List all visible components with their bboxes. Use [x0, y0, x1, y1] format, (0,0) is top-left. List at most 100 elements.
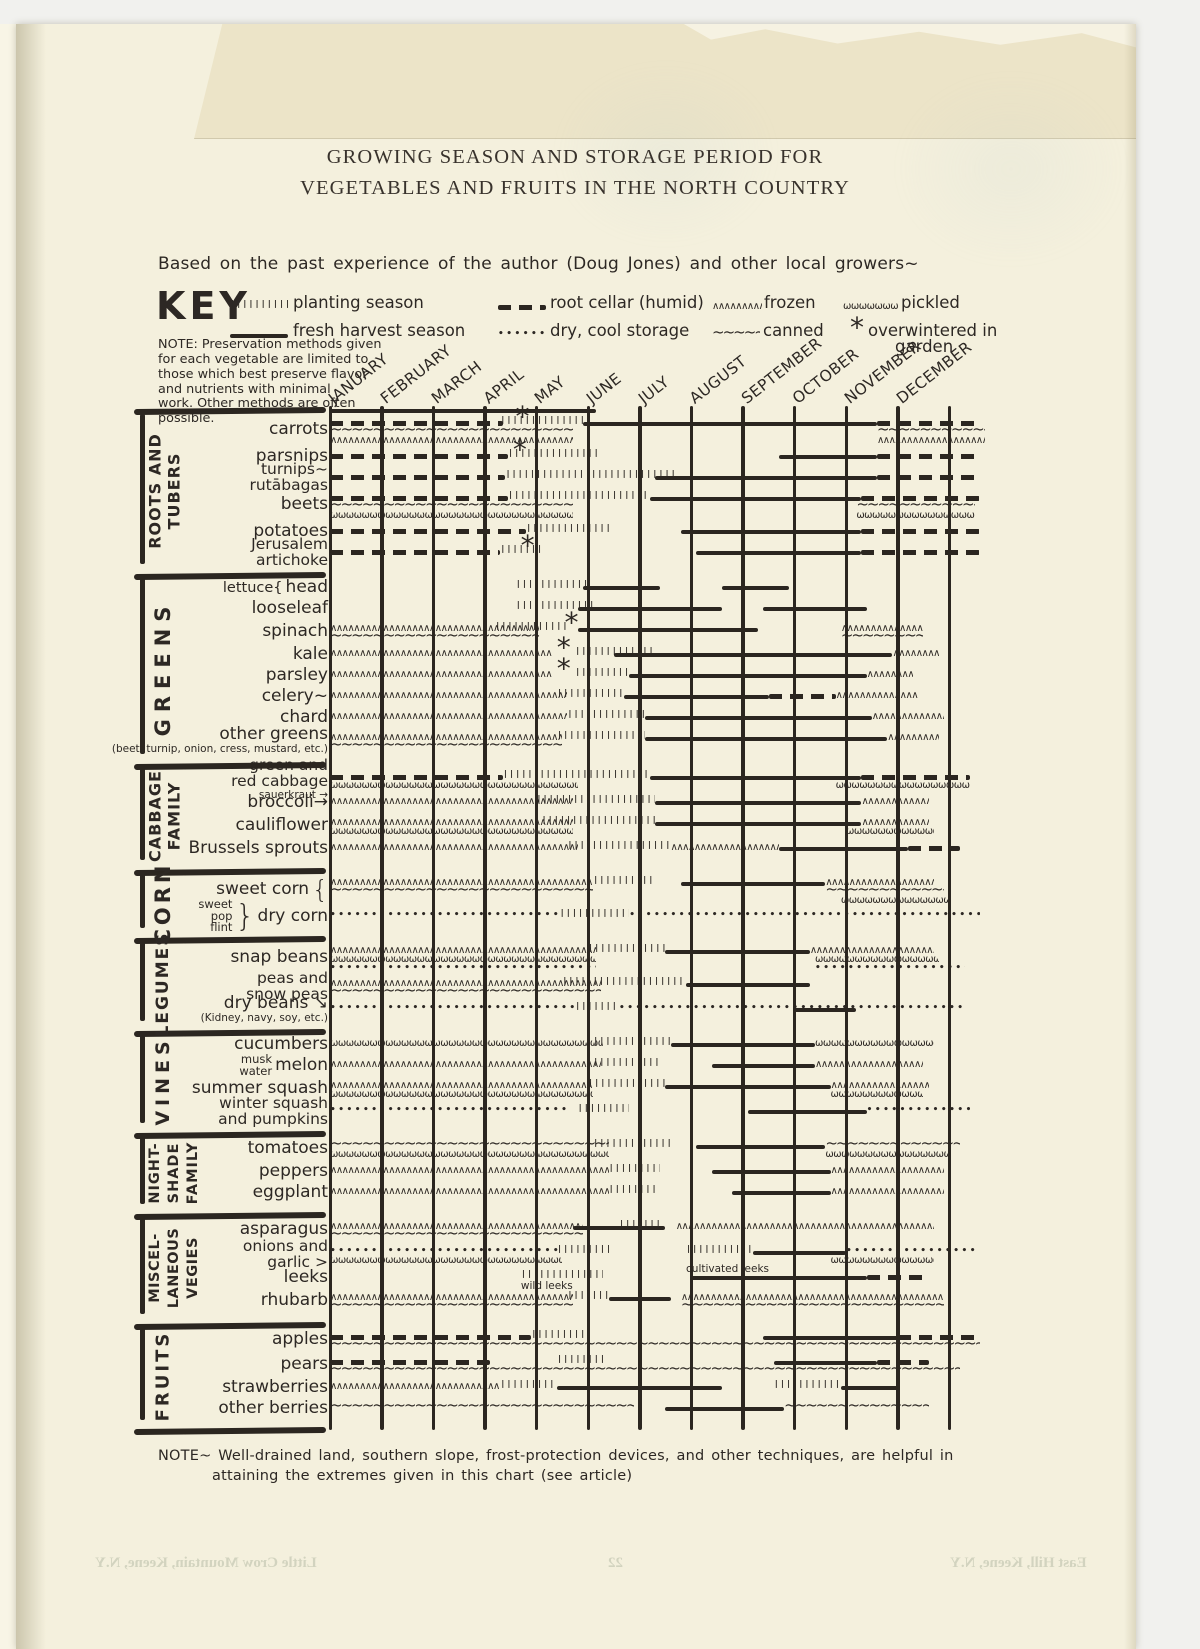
seg-canned: ~~~~~~~~~~~~~~~~~~~~~~~~~ — [856, 500, 975, 509]
seg-frozen: ∧∧∧∧∧∧∧∧∧∧∧∧∧∧∧∧∧∧∧∧∧∧∧∧∧∧∧∧∧∧∧∧∧∧∧∧∧∧∧∧… — [330, 1081, 593, 1090]
row-label-rhubarb: rhubarb — [40, 1288, 328, 1313]
row-label-text: parsnips — [256, 447, 328, 465]
row-label-beets: beets — [40, 488, 328, 521]
month-label-july: JULY — [634, 372, 673, 408]
row-label-line2: artichoke — [255, 550, 328, 569]
seg-planting-season: |||||||||||||||||||||||||||||||||||||| — [567, 841, 671, 849]
row-label-line2: garlic > — [267, 1252, 328, 1271]
legend-label-line2: garden — [895, 337, 954, 356]
row-label-jerusalem: Jerusalem artichoke — [40, 536, 328, 567]
month-gridline — [534, 406, 539, 1430]
row-label-stack: musk water — [239, 1053, 272, 1077]
seg-fresh-harvest-season — [644, 716, 872, 720]
seg-dry-cool-storage: •••••••••••••••••••••••• — [846, 1248, 975, 1255]
row-label-line2: snow peas — [246, 984, 328, 1003]
seg-canned: ~~~~~~~~~~~~~~~~~~~~~~~~~~~~~~~~~~~~~~~~… — [330, 1364, 960, 1373]
row-label-line1: other berries — [218, 1397, 328, 1418]
seg-canned: ~~~~~~~~~~~~~~~~~~~~~~~~~ — [825, 885, 945, 894]
row-label-text: chard — [279, 706, 328, 727]
row-label-line1: rhubarb — [260, 1289, 328, 1310]
month-gridline — [792, 406, 797, 1430]
row-label-text: beets — [281, 495, 328, 513]
row-label-cauliflower: cauliflower — [40, 813, 328, 838]
seg-planting-season: ||||||||||||||||||||||||||||| — [588, 1079, 666, 1087]
row-label-text: peas and snow peas — [246, 970, 328, 1003]
seg-pickled: ωωωωωωωωωωωωωωωωωωωωωω — [825, 1150, 950, 1159]
seg-fresh-harvest-season — [778, 455, 877, 459]
section-divider — [133, 1426, 327, 1436]
seg-fresh-harvest-season — [577, 607, 723, 611]
row-label-text: other greens (beet, turnip, onion, cress,… — [112, 725, 328, 754]
row-label-eggplant: eggplant — [40, 1182, 328, 1203]
seg-frozen: ∧∧∧∧∧∧∧∧∧∧∧∧∧∧∧∧∧∧∧∧∧∧∧∧∧∧∧∧∧∧∧∧∧∧∧∧∧∧∧∧ — [330, 1382, 501, 1391]
row-label-text: carrots — [269, 420, 328, 438]
seg-pickled: ωωωωωωωωωωωωωωωωωωωωωωωωωωωωωωωωωωωωωωωω… — [330, 781, 578, 790]
row-label-sweet-corn: sweet corn{ — [40, 873, 328, 906]
seg-fresh-harvest-season — [773, 1361, 877, 1365]
bottom-note-line1: NOTE~ Well-drained land, southern slope,… — [158, 1448, 954, 1464]
preservation-note-line: for each vegetable are limited to — [158, 351, 369, 367]
seg-planting-season: ||||||||||||||||||| — [608, 1185, 656, 1193]
seg-pickled: ωωωωωωωωωωωωωωωωωωω — [830, 1256, 934, 1265]
seg-canned: ~~~~~~~~~~~~~~~~~~~~~~~~~~~~~~~~~~~~~~~~… — [680, 1300, 945, 1309]
preservation-note-line: NOTE: Preservation methods given — [158, 337, 382, 352]
seg-dry-cool-storage: ••••••••••••••••••••••••••••••••••••••••… — [330, 1005, 575, 1012]
row-label-line1: turnips~ — [260, 459, 328, 478]
row-label-line2: red cabbage — [231, 772, 328, 790]
seg-fresh-harvest-season — [655, 476, 877, 480]
seg-frozen: ∧∧∧∧∧∧∧∧∧∧∧∧∧∧∧∧∧∧∧∧ — [840, 624, 924, 633]
seg-frozen: ∧∧∧∧∧∧∧∧∧∧∧∧∧∧∧∧∧∧∧∧∧∧∧∧∧∧ — [876, 436, 986, 445]
row-label-line1: apples — [271, 1328, 328, 1349]
row-label-line1: cucumbers — [234, 1033, 328, 1054]
seg-fresh-harvest-season — [582, 586, 661, 590]
seg-pickled: ωωωωωωωωωωωωωωωωωωωωωωωωωωωωωωωωωωωωωωωω… — [330, 955, 596, 964]
row-label-winter-squash: winter squash and pumpkins — [40, 1095, 328, 1126]
row-label-cucumbers: cucumbers — [40, 1034, 328, 1055]
row-label-looseleaf: looseleaf — [40, 598, 328, 619]
row-label-line1: potatoes — [253, 520, 328, 541]
seg-frozen: ∧∧∧∧∧∧∧∧∧∧∧∧∧∧∧∧∧∧∧∧∧∧∧∧∧∧ — [670, 843, 779, 852]
seg-root-cellar-humid- — [907, 846, 960, 851]
seg-root-cellar-humid- — [330, 550, 501, 555]
row-label-line1: sweet corn — [216, 878, 310, 899]
seg-root-cellar-humid- — [861, 775, 970, 780]
page-title-line1: GROWING SEASON AND STORAGE PERIOD FOR — [326, 146, 824, 168]
row-label-sub: (Kidney, navy, soy, etc.) — [200, 1011, 328, 1024]
month-gridline — [947, 406, 952, 1430]
preservation-note-line: possible. — [158, 411, 215, 427]
brace-glyph: { — [312, 874, 328, 904]
legend-label: root cellar (humid) — [550, 293, 704, 312]
seg-frozen: ∧∧∧∧∧∧∧∧∧∧∧∧∧∧∧∧∧∧ — [871, 712, 944, 721]
seg-fresh-harvest-season — [577, 628, 759, 632]
row-label-parsley: parsley — [40, 665, 328, 686]
seg-frozen: ∧∧∧∧∧∧∧∧∧∧∧∧∧∧∧∧∧∧∧∧∧∧∧∧∧∧∧∧∧∧∧∧∧∧∧∧∧∧∧∧… — [330, 1222, 583, 1231]
bar-annotation: wild leeks — [520, 1280, 573, 1292]
month-gridline — [431, 406, 436, 1430]
month-gridline — [586, 406, 590, 1430]
row-label-text: Jerusalem artichoke — [251, 534, 328, 569]
seg-frozen: ∧∧∧∧∧∧∧∧∧∧∧∧∧ — [892, 649, 939, 658]
row-label-turnips-: turnips~ rutābagas — [40, 461, 328, 492]
bleedthrough-sketch — [556, 64, 776, 244]
seg-root-cellar-humid- — [330, 1360, 490, 1365]
row-label-line1: Jerusalem — [251, 534, 328, 553]
seg-planting-season: |||||||||||||||||||| — [557, 1245, 609, 1253]
chart-top-border — [330, 409, 596, 413]
section-label-night: NIGHT- — [147, 1141, 163, 1204]
row-label-stack-line: flint — [210, 920, 233, 935]
row-label-line1: chard — [279, 706, 328, 727]
seg-dry-cool-storage: ••••••••••••••••••••••••••••••••••••••••… — [330, 965, 596, 972]
section-bar-vines — [140, 1035, 145, 1123]
seg-fresh-harvest-season — [655, 822, 862, 826]
seg-frozen: ∧∧∧∧∧∧∧∧∧∧∧∧∧∧∧∧∧∧∧∧∧∧∧∧∧∧ — [815, 1060, 924, 1069]
book-spine-shadow — [16, 24, 46, 1649]
seg-frozen: ∧∧∧∧∧∧∧∧∧∧∧∧∧∧ — [887, 733, 939, 742]
seg-planting-season: ||||||||||||||||||||||||||||||||| — [557, 731, 645, 739]
row-label-text: cauliflower — [236, 816, 328, 834]
row-label-text: pears — [280, 1355, 328, 1373]
row-label-sub: sauerkraut → — [258, 788, 328, 801]
seg-frozen: ∧∧∧∧∧∧∧∧∧∧∧∧∧ — [866, 670, 914, 679]
row-label-leeks: leeks — [40, 1267, 328, 1288]
seg-fresh-harvest-season — [696, 1145, 826, 1149]
